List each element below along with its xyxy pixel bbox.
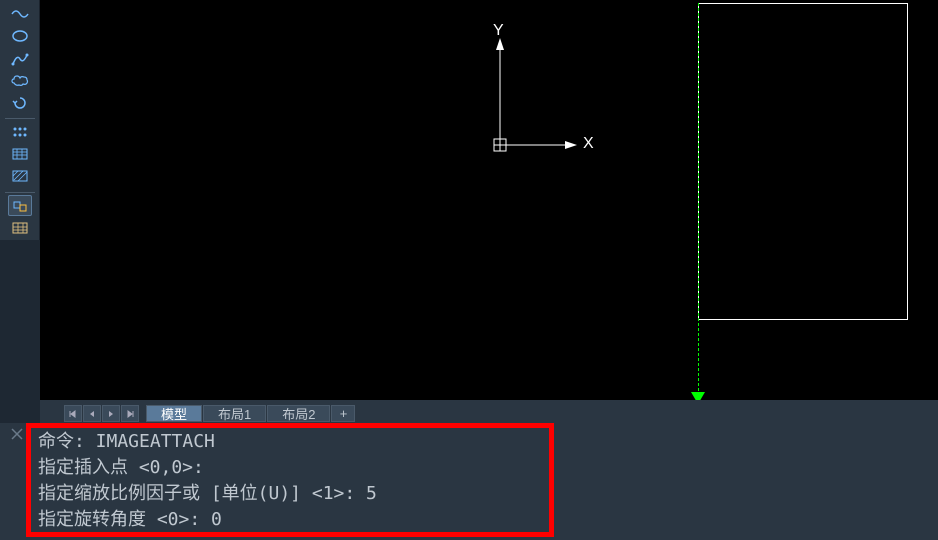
- cmd-line-4: 指定旋转角度 <0>: 0: [38, 509, 222, 530]
- tab-nav-next[interactable]: [102, 405, 120, 422]
- image-frame[interactable]: [698, 3, 908, 320]
- green-guide-line: [698, 3, 699, 401]
- y-axis-label: Y: [493, 22, 504, 40]
- cloud-icon[interactable]: [8, 71, 32, 91]
- tab-nav-last[interactable]: [121, 405, 139, 422]
- toolbar-divider: [5, 118, 35, 119]
- insert-icon[interactable]: [8, 195, 32, 215]
- tab-model[interactable]: 模型: [146, 405, 202, 422]
- cmd-line-2: 指定插入点 <0,0>:: [38, 457, 204, 478]
- spline-icon[interactable]: [8, 48, 32, 68]
- tab-layout1[interactable]: 布局1: [203, 405, 266, 422]
- drawing-canvas[interactable]: Y X: [40, 0, 938, 404]
- hatch-solid-icon[interactable]: [8, 166, 32, 186]
- main-area: Y X: [0, 0, 938, 404]
- revision-icon[interactable]: [8, 93, 32, 113]
- sine-wave-icon[interactable]: [8, 4, 32, 24]
- tab-bar: 模型 布局1 布局2 +: [40, 404, 938, 423]
- tab-nav-first[interactable]: [64, 405, 82, 422]
- x-axis-label: X: [583, 135, 594, 153]
- cmd-line-3: 指定缩放比例因子或 [单位(U)] <1>: 5: [38, 483, 377, 504]
- toolbar-divider: [5, 192, 35, 193]
- close-icon[interactable]: [10, 427, 24, 441]
- command-history[interactable]: 命令: IMAGEATTACH 指定插入点 <0,0>: 指定缩放比例因子或 […: [38, 429, 377, 533]
- table-icon[interactable]: [8, 218, 32, 238]
- cmd-line-1: 命令: IMAGEATTACH: [38, 431, 215, 452]
- ellipse-icon[interactable]: [8, 26, 32, 46]
- point-array-icon[interactable]: [8, 122, 32, 142]
- tab-layout2[interactable]: 布局2: [267, 405, 330, 422]
- ucs-icon: Y X: [445, 30, 585, 160]
- hatch-icon[interactable]: [8, 144, 32, 164]
- tab-add-button[interactable]: +: [331, 405, 355, 422]
- command-panel: 命令: IMAGEATTACH 指定插入点 <0,0>: 指定缩放比例因子或 […: [0, 423, 938, 540]
- tab-nav-prev[interactable]: [83, 405, 101, 422]
- draw-toolbar: [0, 0, 40, 240]
